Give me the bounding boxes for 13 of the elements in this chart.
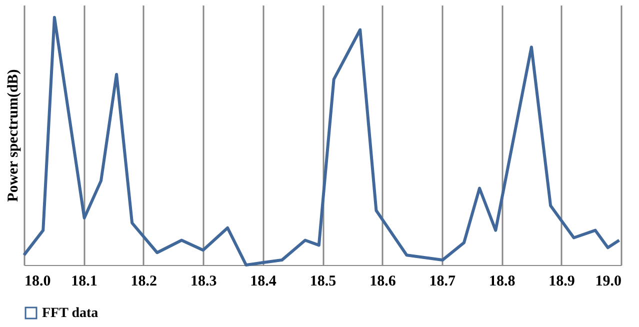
x-tick-label: 18.3	[190, 274, 217, 290]
x-tick-label: 18.7	[429, 274, 456, 290]
x-tick-label: 18.8	[488, 274, 516, 290]
x-tick-label: 18.5	[310, 274, 336, 290]
x-tick-label: 18.1	[71, 274, 98, 290]
x-tick-label: 18.4	[250, 274, 277, 290]
x-tick-label: 18.2	[130, 274, 158, 290]
x-tick-label: 18.6	[370, 274, 396, 290]
y-axis-title: Power spectrum(dB)	[6, 69, 22, 202]
x-tick-label: 19.0	[595, 274, 622, 290]
legend-label: FFT data	[42, 306, 98, 321]
x-tick-label: 18.0	[24, 274, 51, 290]
x-tick-label: 18.9	[548, 274, 575, 290]
